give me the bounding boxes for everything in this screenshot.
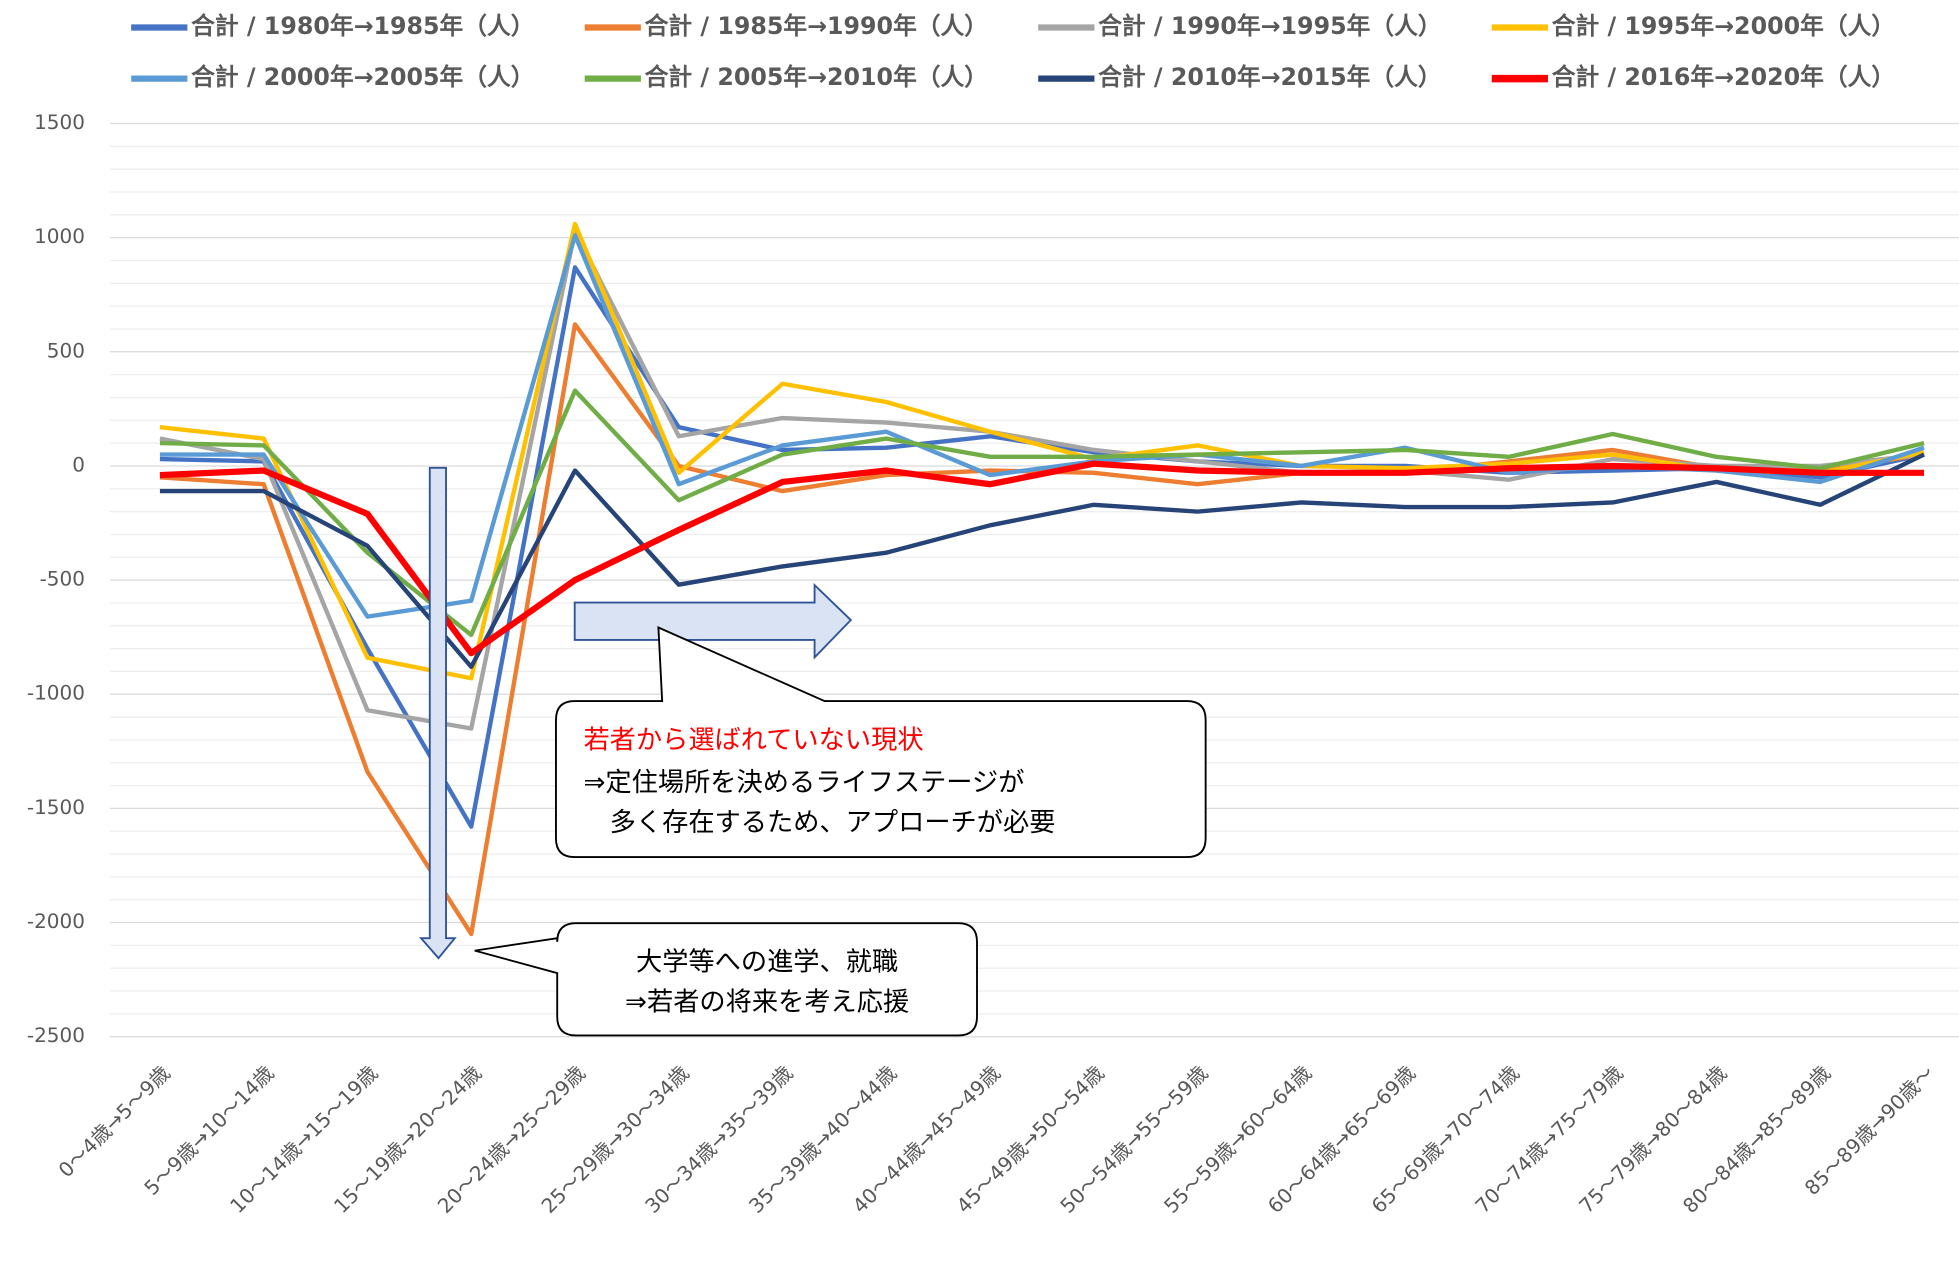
series-line xyxy=(159,460,1925,657)
series-line xyxy=(159,221,1925,681)
series-line xyxy=(159,233,1925,619)
callout-box xyxy=(474,922,978,1037)
callout-box xyxy=(555,626,1207,858)
legend-label: 合計 / 2010年→2015年（人） xyxy=(1098,63,1441,91)
legend-label: 合計 / 1980年→1985年（人） xyxy=(191,12,534,40)
y-tick-label: -2000 xyxy=(27,909,85,933)
legend-label: 合計 / 2005年→2010年（人） xyxy=(645,63,988,91)
y-tick-label: 1000 xyxy=(34,224,85,248)
y-tick-label: -500 xyxy=(40,567,85,591)
legend-label: 合計 / 2000年→2005年（人） xyxy=(191,63,534,91)
legend-label: 合計 / 1990年→1995年（人） xyxy=(1098,12,1441,40)
y-tick-label: 0 xyxy=(72,452,85,476)
y-tick-label: 500 xyxy=(47,338,85,362)
right-arrow xyxy=(573,582,853,660)
annotation: 大学等への進学、就職 xyxy=(636,948,898,978)
y-tick-label: -1000 xyxy=(27,681,85,705)
annotation: 多く存在するため、アプローチが必要 xyxy=(583,808,1055,838)
series-line xyxy=(159,388,1925,638)
legend-label: 合計 / 1985年→1990年（人） xyxy=(645,12,988,40)
down-arrow xyxy=(418,466,457,960)
grid: -2500 -2000 -1500 -1000 -500 0 500 1000 1500 0～4歳… xyxy=(27,110,1959,1218)
series-line xyxy=(159,228,1925,731)
series-line xyxy=(159,452,1925,670)
x-tick-label: 0～4歳→5～9歳 xyxy=(54,1061,175,1182)
annotations: 若者から選ばれていない現状 ⇒定住場所を決めるライフステージが 多く存在するため、… xyxy=(583,726,1055,1018)
legend-label: 合計 / 2016年→2020年（人） xyxy=(1552,63,1895,91)
lines xyxy=(159,221,1925,937)
legend-label: 合計 / 1995年→2000年（人） xyxy=(1552,12,1895,40)
y-tick-label: 1500 xyxy=(34,110,85,134)
annotation: ⇒若者の将来を考え応援 xyxy=(625,988,909,1018)
annotation: ⇒定住場所を決めるライフステージが xyxy=(583,768,1024,798)
arrows xyxy=(418,466,1207,1037)
y-tick-label: -1500 xyxy=(27,795,85,819)
y-tick-label: -2500 xyxy=(27,1023,85,1047)
annotation: 若者から選ばれていない現状 xyxy=(583,726,923,756)
